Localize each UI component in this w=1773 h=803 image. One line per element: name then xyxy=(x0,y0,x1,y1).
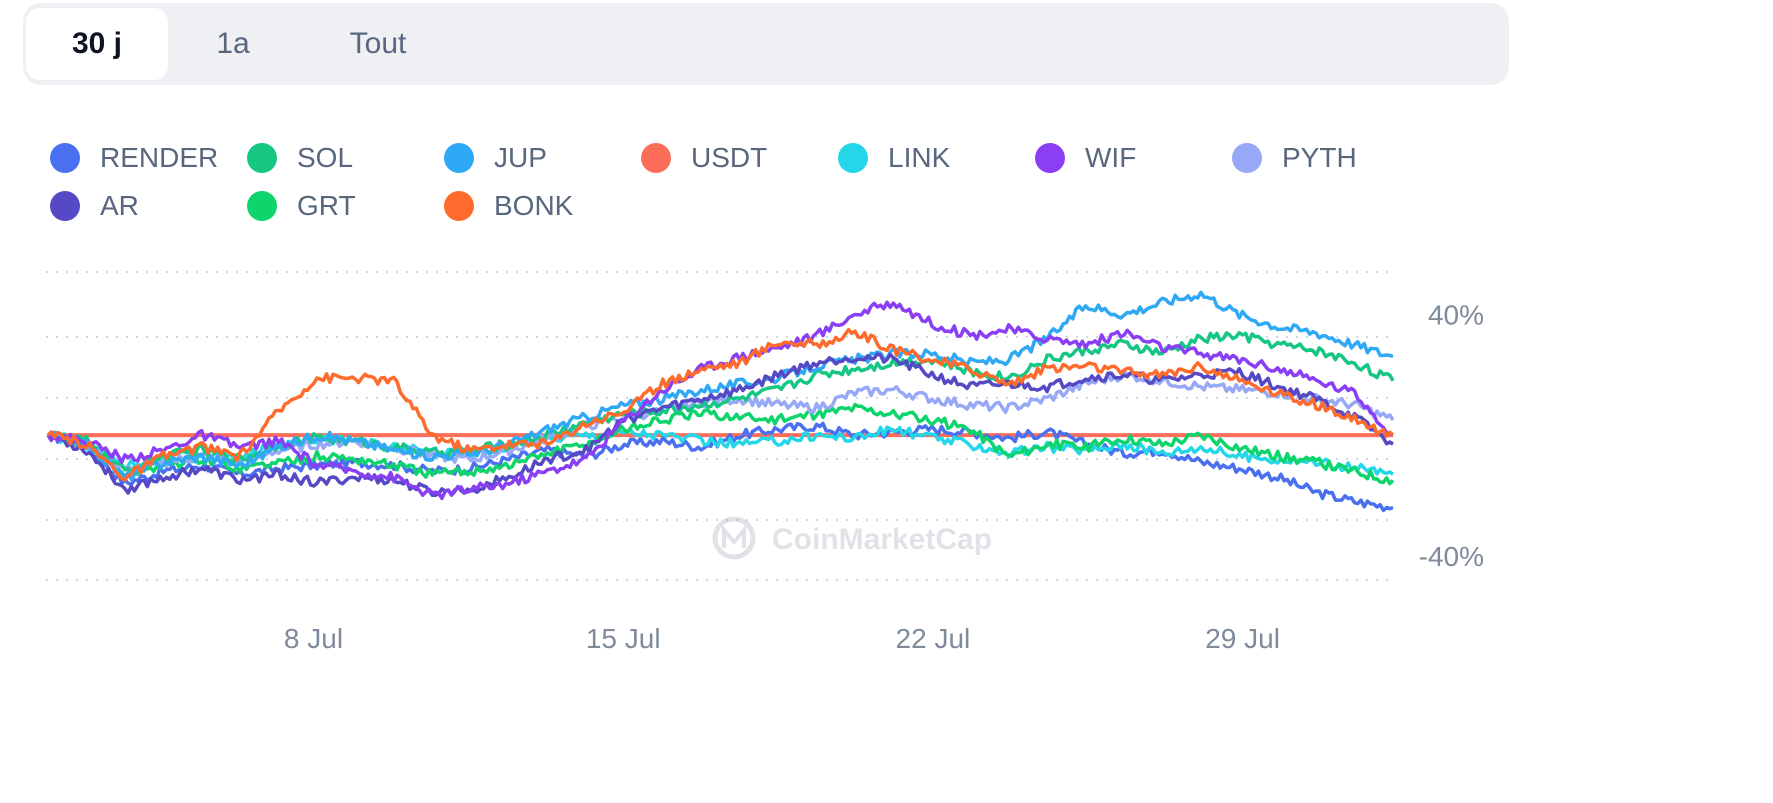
chart-legend: RENDER SOL JUP USDT LINK WIF PYTH AR GRT BONK xyxy=(50,132,1450,242)
legend-item-ar[interactable]: AR xyxy=(50,186,139,226)
legend-dot-icon xyxy=(50,191,80,221)
x-tick-label: 8 Jul xyxy=(284,623,343,654)
legend-item-render[interactable]: RENDER xyxy=(50,138,218,178)
series-line-bonk xyxy=(46,327,1395,482)
legend-dot-icon xyxy=(50,143,80,173)
legend-dot-icon xyxy=(444,191,474,221)
legend-label: LINK xyxy=(888,142,951,173)
series-line-jup xyxy=(46,290,1394,482)
legend-label: WIF xyxy=(1085,142,1137,173)
legend-label: PYTH xyxy=(1282,142,1357,173)
legend-label: SOL xyxy=(297,142,354,173)
legend-dot-icon xyxy=(1035,143,1065,173)
price-comparison-chart: CoinMarketCap 40% -40% 8 Jul 15 Jul 22 Jul 2… xyxy=(46,271,1484,654)
legend-item-jup[interactable]: JUP xyxy=(444,138,547,178)
legend-dot-icon xyxy=(247,143,277,173)
chart-series xyxy=(46,290,1395,513)
legend-dot-icon xyxy=(838,143,868,173)
legend-item-grt[interactable]: GRT xyxy=(247,186,356,226)
series-line-grt xyxy=(47,402,1395,486)
x-tick-label: 22 Jul xyxy=(896,623,971,654)
x-tick-label: 15 Jul xyxy=(586,623,661,654)
legend-item-usdt[interactable]: USDT xyxy=(641,138,767,178)
x-axis-labels: 8 Jul 15 Jul 22 Jul 29 Jul xyxy=(284,623,1280,654)
y-tick-label: 40% xyxy=(1428,299,1484,330)
legend-item-pyth[interactable]: PYTH xyxy=(1232,138,1357,178)
legend-dot-icon xyxy=(247,191,277,221)
coinmarketcap-logo-mark xyxy=(722,524,746,548)
legend-label: RENDER xyxy=(100,142,219,173)
legend-label: JUP xyxy=(494,142,547,173)
coinmarketcap-watermark: CoinMarketCap xyxy=(712,516,992,560)
legend-item-bonk[interactable]: BONK xyxy=(444,186,573,226)
coinmarketcap-logo-icon xyxy=(712,516,756,560)
legend-dot-icon xyxy=(1232,143,1262,173)
legend-item-link[interactable]: LINK xyxy=(838,138,950,178)
legend-label: BONK xyxy=(494,190,574,221)
legend-dot-icon xyxy=(641,143,671,173)
timeframe-tabs: 30 j 1a Tout xyxy=(23,3,1509,85)
series-line-ar xyxy=(47,352,1394,498)
y-tick-label: -40% xyxy=(1419,541,1484,572)
series-line-sol xyxy=(46,330,1395,475)
watermark-text: CoinMarketCap xyxy=(772,523,992,556)
legend-label: USDT xyxy=(691,142,768,173)
tab-1-year[interactable]: 1a xyxy=(188,8,278,80)
legend-label: GRT xyxy=(297,190,356,221)
legend-item-sol[interactable]: SOL xyxy=(247,138,353,178)
y-axis-labels: 40% -40% xyxy=(1419,299,1484,572)
tab-all[interactable]: Tout xyxy=(323,8,433,80)
x-tick-label: 29 Jul xyxy=(1205,623,1280,654)
legend-label: AR xyxy=(100,190,139,221)
tab-30-days[interactable]: 30 j xyxy=(26,8,168,80)
legend-dot-icon xyxy=(444,143,474,173)
legend-item-wif[interactable]: WIF xyxy=(1035,138,1136,178)
chart-grid xyxy=(46,271,1390,581)
